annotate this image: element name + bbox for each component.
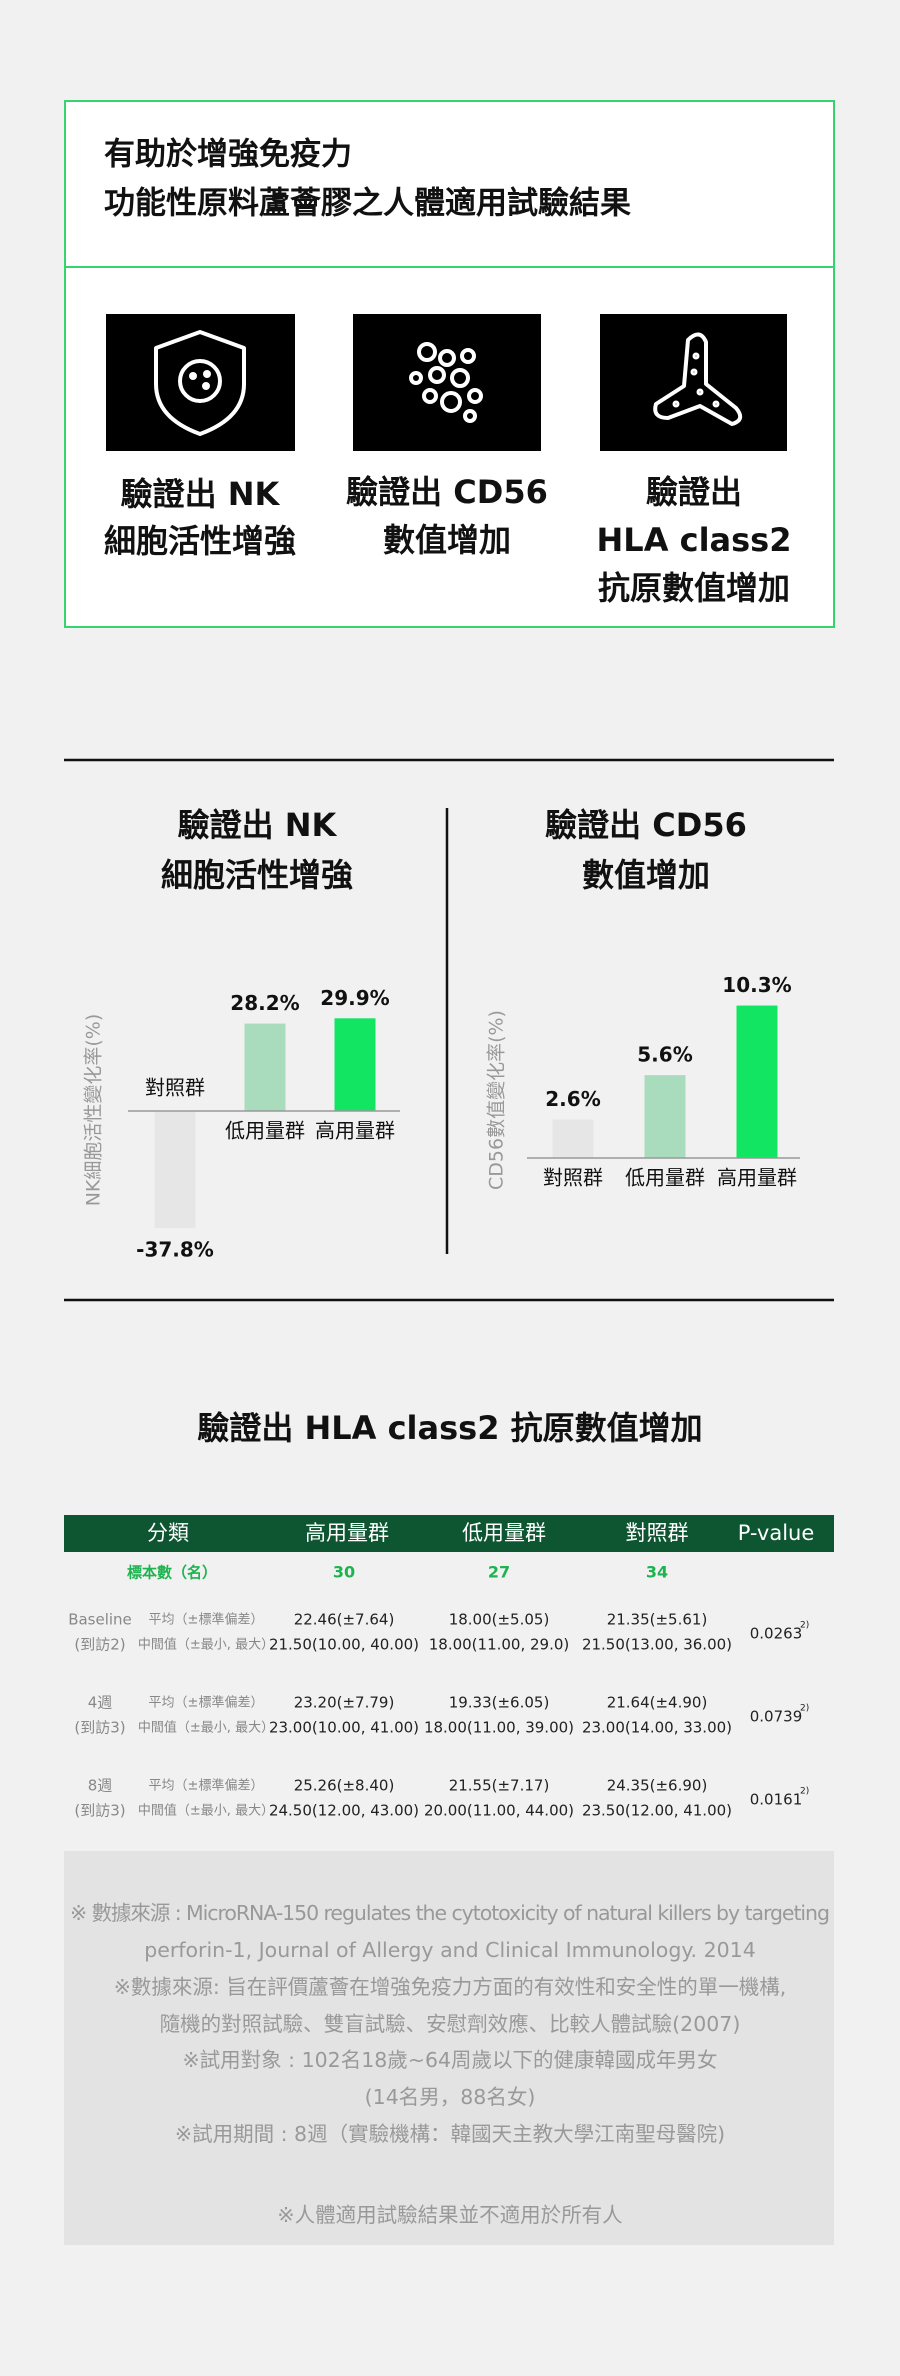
feature-label: 驗證出 NK	[121, 475, 281, 513]
bar	[334, 1018, 376, 1111]
bar	[552, 1119, 594, 1158]
row-label: Baseline	[68, 1611, 132, 1629]
table-header: 分類	[147, 1521, 189, 1545]
p-note: 2)	[800, 1621, 809, 1631]
table-cell: 22.46(±7.64)	[294, 1611, 395, 1629]
note-line: ※ 數據來源 : MicroRNA-150 regulates the cyto…	[70, 1901, 830, 1925]
chart-title: 細胞活性增強	[161, 856, 353, 894]
sample-value: 27	[488, 1563, 510, 1582]
feature-label: 細胞活性增強	[104, 522, 296, 560]
chart-title: 驗證出 CD56	[545, 806, 747, 844]
category-label: 對照群	[145, 1076, 205, 1100]
bar	[154, 1111, 196, 1229]
sample-value: 34	[646, 1563, 668, 1582]
table-cell: 23.00(10.00, 41.00)	[269, 1719, 419, 1737]
table-cell: 20.00(11.00, 44.00)	[424, 1802, 574, 1820]
icon-box	[106, 314, 295, 451]
feature-label: 驗證出	[646, 473, 742, 511]
cell-icon	[653, 332, 743, 426]
y-axis-label: CD56數值變化率(%)	[486, 1010, 508, 1190]
p-value: 0.0263	[750, 1625, 803, 1643]
p-note: 2)	[800, 1787, 809, 1797]
category-label: 低用量群	[225, 1119, 305, 1143]
note-line: perforin-1, Journal of Allergy and Clini…	[144, 1938, 756, 1962]
feature-label: 抗原數值增加	[598, 569, 790, 607]
note-line: (14名男，88名女)	[365, 2085, 536, 2109]
table-cell: 18.00(11.00, 29.0)	[429, 1636, 570, 1654]
note-line: ※試用期間 : 8週（實驗機構：韓國天主教大學江南聖母醫院)	[175, 2122, 725, 2146]
table-cell: 21.35(±5.61)	[607, 1611, 708, 1629]
bar	[244, 1023, 286, 1111]
note-line: ※數據來源: 旨在評價蘆薈在增強免疫力方面的有效性和安全性的單一機構,	[114, 1975, 787, 1999]
table-cell: 23.00(14.00, 33.00)	[582, 1719, 732, 1737]
table-cell: 25.26(±8.40)	[294, 1777, 395, 1795]
row-stat: 平均（±標準偏差）	[149, 1778, 264, 1794]
shield-icon	[154, 330, 246, 436]
table-cell: 21.64(±4.90)	[607, 1694, 708, 1712]
table-cell: 24.35(±6.90)	[607, 1777, 708, 1795]
feature-label: 驗證出 CD56	[346, 473, 548, 511]
p-note: 2)	[800, 1704, 809, 1714]
table-header: 對照群	[626, 1521, 689, 1545]
header-title: 功能性原料蘆薈膠之人體適用試驗結果	[104, 186, 631, 222]
value-label: 2.6%	[545, 1087, 600, 1111]
sample-label: 標本數（名）	[127, 1564, 217, 1582]
charts: 驗證出 NK 細胞活性增強 NK細胞活性變化率(%) -37.8% 對照群 28.2% 低用…	[83, 806, 800, 1262]
category-label: 高用量群	[717, 1166, 797, 1190]
table-cell: 18.00(11.00, 39.00)	[424, 1719, 574, 1737]
category-label: 低用量群	[625, 1166, 705, 1190]
section-title: 驗證出 HLA class2 抗原數值增加	[197, 1409, 702, 1447]
value-label: 28.2%	[230, 991, 299, 1015]
table-header: P-value	[738, 1521, 815, 1545]
p-value: 0.0161	[750, 1791, 803, 1809]
category-label: 高用量群	[315, 1119, 395, 1143]
bar	[644, 1075, 686, 1158]
p-value: 0.0739	[750, 1708, 803, 1726]
sample-value: 30	[333, 1563, 355, 1582]
icon-box	[353, 314, 541, 451]
category-label: 對照群	[543, 1166, 603, 1190]
note-line: 隨機的對照試驗、雙盲試驗、安慰劑效應、比較人體試驗(2007)	[160, 2012, 741, 2036]
table-cell: 23.20(±7.79)	[294, 1694, 395, 1712]
row-label: 8週	[88, 1777, 113, 1795]
value-label: 5.6%	[637, 1043, 692, 1067]
note-box	[64, 1851, 834, 2245]
row-label: 4週	[88, 1694, 113, 1712]
table-cell: 21.50(10.00, 40.00)	[269, 1636, 419, 1654]
row-label: (到訪3)	[74, 1719, 125, 1737]
row-stat: 平均（±標準偏差）	[149, 1612, 264, 1628]
y-axis-label: NK細胞活性變化率(%)	[83, 1014, 105, 1207]
feature-label: 數值增加	[383, 521, 511, 559]
row-label: (到訪3)	[74, 1802, 125, 1820]
row-stat: 中間值（±最小, 最大）	[138, 1720, 274, 1736]
table-header: 高用量群	[305, 1521, 389, 1545]
table-cell: 18.00(±5.05)	[449, 1611, 550, 1629]
value-label: 29.9%	[320, 986, 389, 1010]
row-label: (到訪2)	[74, 1636, 125, 1654]
chart-title: 數值增加	[582, 856, 710, 894]
table-cell: 19.33(±6.05)	[449, 1694, 550, 1712]
table-header-bg	[64, 1515, 834, 1552]
table-cell: 21.55(±7.17)	[449, 1777, 550, 1795]
table-cell: 24.50(12.00, 43.00)	[269, 1802, 419, 1820]
table-header: 低用量群	[462, 1521, 546, 1545]
chart-title: 驗證出 NK	[178, 806, 338, 844]
value-label: -37.8%	[136, 1238, 214, 1262]
bar	[736, 1005, 778, 1158]
table-cell: 21.50(13.00, 36.00)	[582, 1636, 732, 1654]
row-stat: 中間值（±最小, 最大）	[138, 1637, 274, 1653]
cells-icon	[409, 342, 483, 423]
row-stat: 平均（±標準偏差）	[149, 1695, 264, 1711]
note-line: ※試用對象 : 102名18歲~64周歲以下的健康韓國成年男女	[182, 2048, 717, 2072]
header-title: 有助於增強免疫力	[104, 137, 352, 173]
table: 分類 高用量群 低用量群 對照群 P-value 標本數（名） 30 27 34 Baseline…	[64, 1515, 834, 1820]
row-stat: 中間值（±最小, 最大）	[138, 1803, 274, 1819]
feature-label: HLA class2	[597, 521, 792, 559]
value-label: 10.3%	[722, 973, 791, 997]
table-cell: 23.50(12.00, 41.00)	[582, 1802, 732, 1820]
note-line: ※人體適用試驗結果並不適用於所有人	[277, 2203, 622, 2227]
notes: ※ 數據來源 : MicroRNA-150 regulates the cyto…	[70, 1901, 830, 2227]
